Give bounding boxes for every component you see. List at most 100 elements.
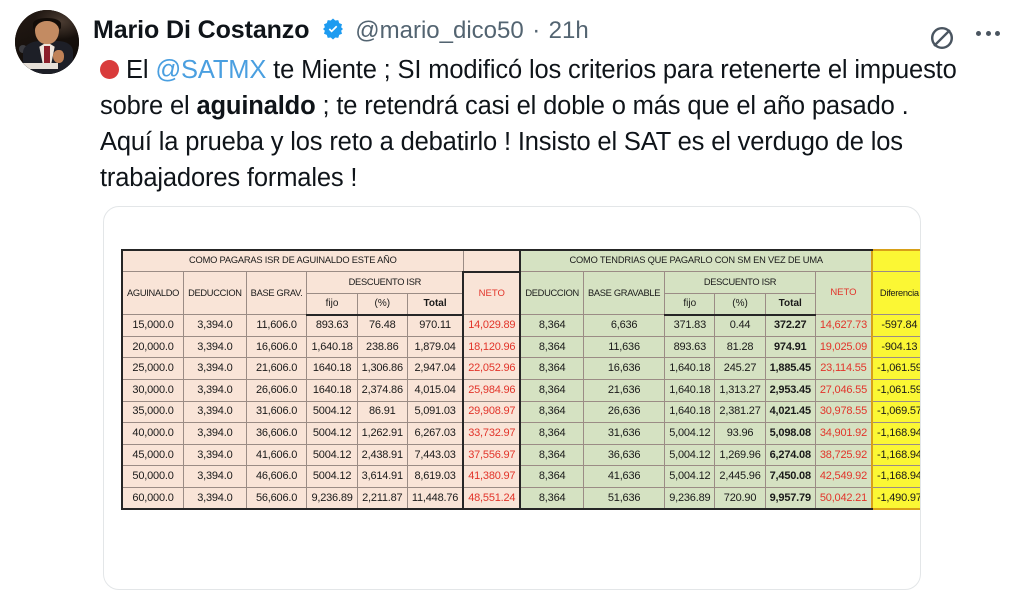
cell-deduccion-left: 3,394.0 [183,443,247,467]
cell-base-gravable: 51,636 [582,487,666,511]
cell-diferencia: -597.84 [871,314,920,337]
cell-neto-left: 33,732.97 [462,422,522,445]
cell-fijo-right: 5,004.12 [664,422,716,445]
cell-aguinaldo: 35,000.0 [121,400,185,424]
cell-diferencia: -1,168.94 [871,465,920,489]
cell-pct-left: 1,306.86 [356,357,408,381]
cell-neto-left: 14,029.89 [462,314,522,337]
cell-pct-right: 2,381.27 [714,400,766,424]
mention-satmx[interactable]: @SATMX [155,56,267,84]
cell-total-left: 970.11 [406,314,464,337]
subheader-fijo-right: fijo [664,292,716,316]
cell-base-grav: 11,606.0 [245,314,308,337]
cell-deduccion-left: 3,394.0 [183,357,247,381]
cell-pct-right: 245.27 [714,357,766,381]
cell-pct-left: 1,262.91 [356,422,408,445]
subheader-pct-left: (%) [356,292,408,316]
cell-deduccion-left: 3,394.0 [183,335,247,359]
cell-pct-right: 1,269.96 [714,443,766,467]
col-header-neto-right: NETO [814,271,873,316]
cell-base-gravable: 21,636 [582,379,666,402]
table-row: 20,000.0 3,394.0 16,606.0 1,640.18 238.8… [121,335,920,359]
cell-base-grav: 26,606.0 [245,379,308,402]
tweet-header-actions [928,8,1010,52]
cell-neto-left: 37,556.97 [462,443,522,467]
cell-fijo-right: 893.63 [664,335,716,359]
cell-aguinaldo: 15,000.0 [121,314,185,337]
cell-diferencia: -1,490.97 [871,487,920,511]
col-header-deduccion-left: DEDUCCION [183,271,247,316]
dot [985,31,991,36]
table-row: 50,000.0 3,394.0 46,606.0 5004.12 3,614.… [121,465,920,489]
cell-neto-left: 48,551.24 [462,487,522,511]
subheader-pct-right: (%) [714,292,766,316]
tweet: Mario Di Costanzo @mario_dico50 · 21h [0,0,1024,192]
group-header-left-spacer [462,249,521,273]
author-line: Mario Di Costanzo @mario_dico50 · 21h [93,8,589,45]
cell-base-grav: 41,606.0 [245,443,308,467]
avatar-hand [53,49,65,64]
cell-base-grav: 56,606.0 [245,487,308,511]
cell-pct-right: 81.28 [714,335,766,359]
timestamp[interactable]: 21h [548,16,589,44]
cell-aguinaldo: 30,000.0 [121,379,185,402]
cell-pct-right: 1,313.27 [714,379,766,402]
tweet-text-bold: aguinaldo [196,92,316,120]
cell-total-right: 4,021.45 [764,400,816,424]
more-options-icon[interactable] [976,31,1000,45]
cell-aguinaldo: 50,000.0 [121,465,185,489]
cell-deduccion-right: 8,364 [519,379,584,402]
cell-total-right: 6,274.08 [764,443,816,467]
cell-fijo-right: 1,640.18 [664,400,716,424]
cell-fijo-left: 1,640.18 [306,335,358,359]
cell-total-right: 2,953.45 [764,379,816,402]
cell-total-left: 5,091.03 [406,400,464,424]
cell-total-right: 974.91 [764,335,816,359]
cell-fijo-left: 5004.12 [306,400,358,424]
cell-pct-right: 2,445.96 [714,465,766,489]
table-column-header-row: AGUINALDO DEDUCCION BASE GRAV. DESCUENTO… [121,270,920,316]
col-header-descuento-isr-left: DESCUENTO ISR [306,271,464,294]
red-circle-emoji [100,60,119,79]
cell-pct-left: 2,374.86 [356,379,408,402]
cell-base-grav: 21,606.0 [245,357,308,381]
cell-fijo-left: 893.63 [306,314,358,337]
col-header-aguinaldo: AGUINALDO [121,271,185,316]
dot [995,31,1000,36]
cell-aguinaldo: 45,000.0 [121,443,185,467]
col-header-diferencia: Diferencia [871,271,920,316]
cell-deduccion-left: 3,394.0 [183,487,247,511]
cell-base-gravable: 6,636 [582,314,666,337]
not-interested-icon[interactable] [928,24,956,52]
tweet-text-seg1: El [126,56,156,84]
display-name[interactable]: Mario Di Costanzo [93,16,310,44]
subheader-total-right: Total [764,292,816,316]
table-row: 30,000.0 3,394.0 26,606.0 1640.18 2,374.… [121,379,920,402]
cell-total-left: 11,448.76 [406,487,464,511]
cell-base-grav: 46,606.0 [245,465,308,489]
cell-pct-right: 93.96 [714,422,766,445]
cell-deduccion-left: 3,394.0 [183,422,247,445]
avatar[interactable] [15,10,79,74]
cell-pct-left: 86.91 [356,400,408,424]
cell-base-gravable: 36,636 [582,443,666,467]
cell-diferencia: -1,061.59 [871,379,920,402]
cell-neto-left: 29,908.97 [462,400,522,424]
cell-base-grav: 16,606.0 [245,335,308,359]
cell-deduccion-right: 8,364 [519,400,584,424]
subheader-total-left: Total [406,292,464,316]
cell-neto-right: 50,042.21 [814,487,873,511]
cell-fijo-right: 1,640.18 [664,357,716,381]
tweet-image-card[interactable]: COMO PAGARAS ISR DE AGUINALDO ESTE AÑO C… [103,206,921,590]
avatar-podium-banner [23,63,58,69]
subheader-fijo-left: fijo [306,292,358,316]
cell-neto-right: 23,114.55 [814,357,873,381]
cell-total-left: 8,619.03 [406,465,464,489]
separator-dot: · [532,16,541,44]
cell-deduccion-right: 8,364 [519,422,584,445]
cell-total-right: 372.27 [764,314,816,337]
cell-diferencia: -1,168.94 [871,422,920,445]
handle[interactable]: @mario_dico50 [355,16,524,44]
cell-deduccion-right: 8,364 [519,357,584,381]
cell-base-gravable: 41,636 [582,465,666,489]
